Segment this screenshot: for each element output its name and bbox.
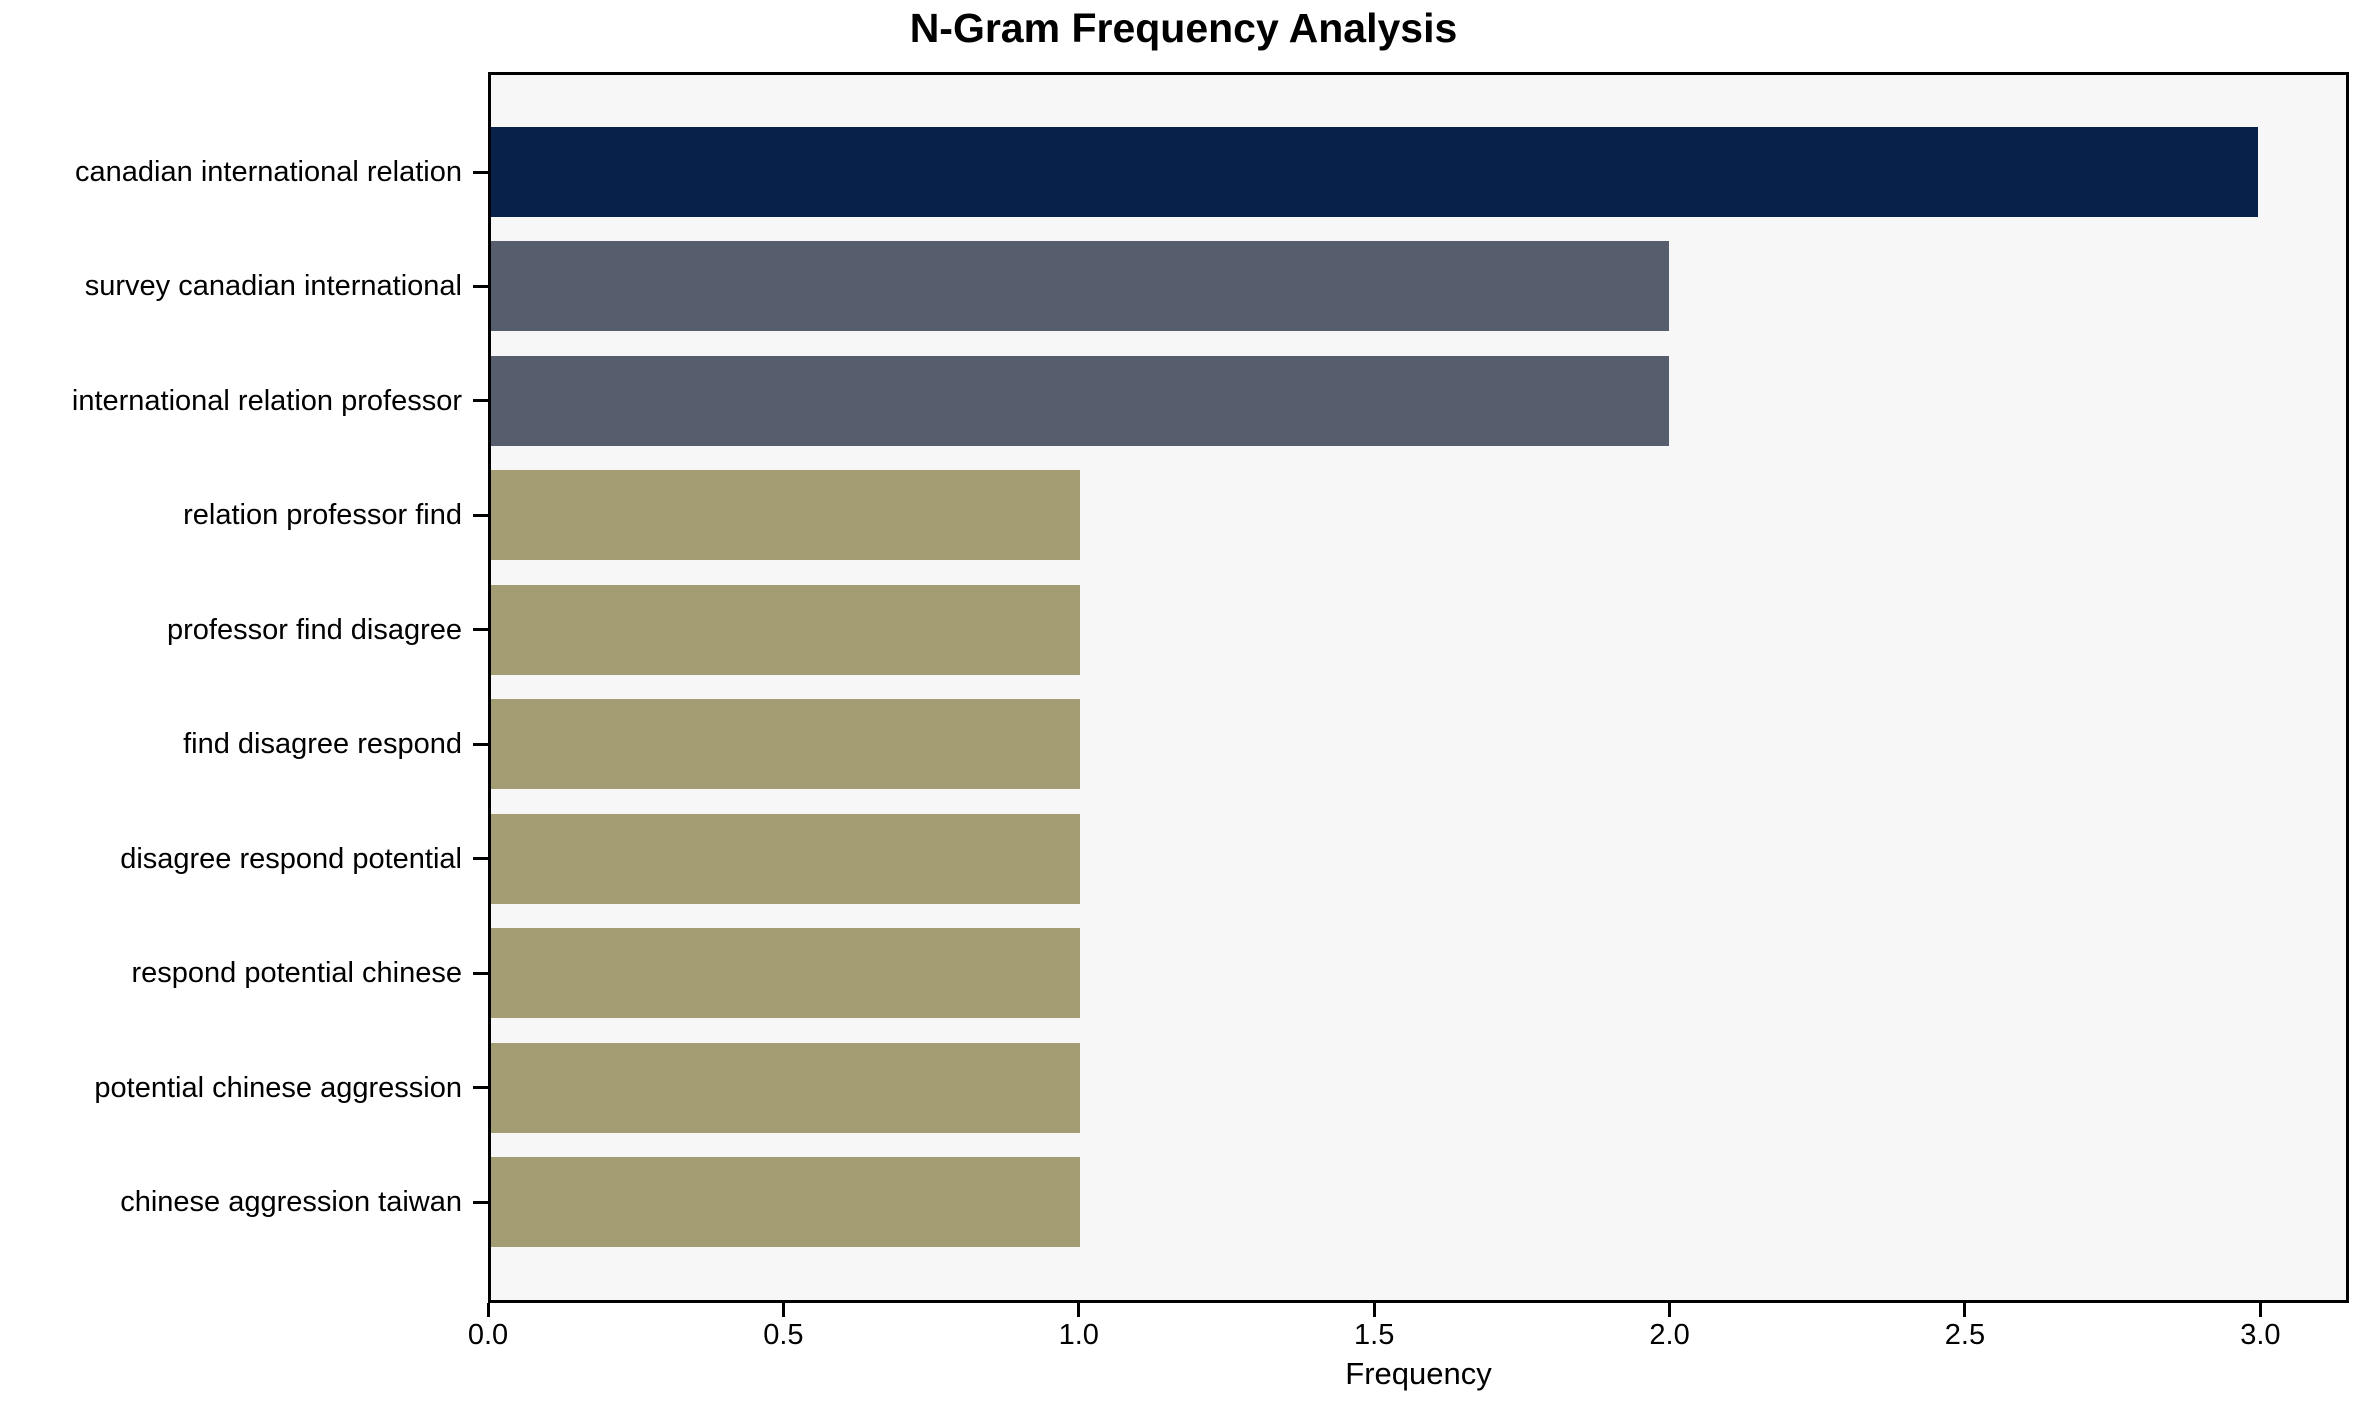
x-tick-mark (781, 1303, 785, 1317)
bar (491, 1042, 1080, 1133)
y-axis-label: disagree respond potential (120, 842, 462, 875)
plot-area (488, 72, 2349, 1303)
y-tick-mark (473, 1200, 488, 1204)
bar (491, 1157, 1080, 1248)
x-tick-mark (1372, 1303, 1376, 1317)
y-tick-mark (473, 857, 488, 861)
x-tick-mark (1077, 1303, 1081, 1317)
y-tick-mark (473, 399, 488, 403)
bar (491, 584, 1080, 675)
x-tick-mark (2258, 1303, 2262, 1317)
bar (491, 470, 1080, 561)
bar (491, 928, 1080, 1019)
y-axis-label: relation professor find (183, 499, 462, 532)
bar (491, 355, 1669, 446)
y-tick-mark (473, 628, 488, 632)
x-tick-label: 1.0 (1058, 1319, 1099, 1351)
y-tick-mark (473, 284, 488, 288)
x-tick-mark (1963, 1303, 1967, 1317)
y-axis-label: potential chinese aggression (94, 1071, 462, 1104)
chart-title: N-Gram Frequency Analysis (909, 5, 1458, 51)
y-axis-label: survey canadian international (84, 270, 462, 303)
y-axis-label: chinese aggression taiwan (120, 1186, 462, 1219)
x-tick-label: 2.5 (1944, 1319, 1986, 1351)
y-tick-mark (473, 1086, 488, 1090)
y-tick-mark (473, 742, 488, 746)
bar (491, 813, 1080, 904)
bar (491, 699, 1080, 790)
y-tick-mark (473, 971, 488, 975)
x-axis-title: Frequency (1345, 1356, 1492, 1391)
y-axis-label: canadian international relation (75, 156, 462, 188)
x-tick-label: 3.0 (2240, 1319, 2281, 1351)
bar (491, 241, 1669, 332)
y-axis-label: professor find disagree (167, 613, 462, 646)
y-axis-label: find disagree respond (183, 728, 462, 761)
x-tick-mark (486, 1303, 490, 1317)
bar (491, 127, 2258, 217)
y-axis-label: international relation professor (71, 384, 462, 417)
x-tick-label: 0.5 (763, 1319, 804, 1351)
y-tick-mark (473, 170, 488, 174)
y-axis-label: respond potential chinese (131, 957, 462, 990)
x-tick-label: 0.0 (467, 1319, 509, 1351)
y-tick-mark (473, 513, 488, 517)
x-tick-mark (1668, 1303, 1672, 1317)
x-tick-label: 2.0 (1649, 1319, 1690, 1351)
x-tick-label: 1.5 (1354, 1319, 1395, 1351)
